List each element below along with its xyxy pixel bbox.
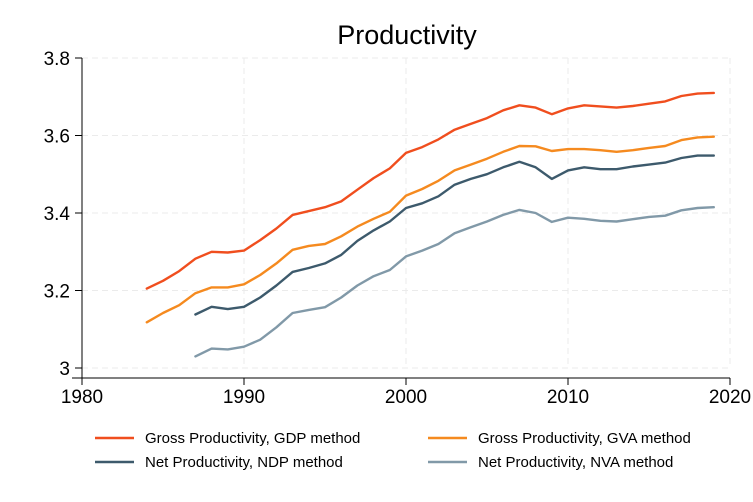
x-tick-label: 2000: [385, 387, 427, 408]
y-tick-label: 3.6: [44, 127, 70, 148]
axes-layer: 3 3.2 3.4 3.6 3.8 1980 1990 2000 2010 2020: [44, 49, 752, 408]
legend-item: Gross Productivity, GDP method: [95, 430, 360, 447]
x-tick-label: 1980: [61, 387, 103, 408]
x-tick-label: 2020: [709, 387, 751, 408]
x-tick-label: 2010: [547, 387, 589, 408]
legend-label: Net Productivity, NDP method: [145, 454, 343, 471]
legend-label: Gross Productivity, GVA method: [478, 430, 691, 447]
legend-label: Gross Productivity, GDP method: [145, 430, 360, 447]
series-line-1: [145, 91, 715, 290]
series-line-4: [194, 206, 715, 358]
grid-layer: [81, 57, 731, 369]
series-layer: [145, 91, 715, 358]
series-line-3: [194, 154, 715, 316]
legend: Gross Productivity, GDP method Gross Prod…: [95, 430, 691, 471]
y-tick-label: 3.4: [44, 204, 71, 225]
y-tick-label: 3.8: [44, 49, 70, 70]
series-line-2: [145, 135, 715, 324]
y-tick-label: 3.2: [44, 282, 70, 303]
y-tick-label: 3: [59, 359, 70, 380]
legend-label: Net Productivity, NVA method: [478, 454, 673, 471]
x-tick-label: 1990: [223, 387, 265, 408]
legend-item: Net Productivity, NVA method: [428, 454, 673, 471]
chart-title: Productivity: [337, 20, 477, 50]
legend-item: Gross Productivity, GVA method: [428, 430, 691, 447]
legend-item: Net Productivity, NDP method: [95, 454, 343, 471]
